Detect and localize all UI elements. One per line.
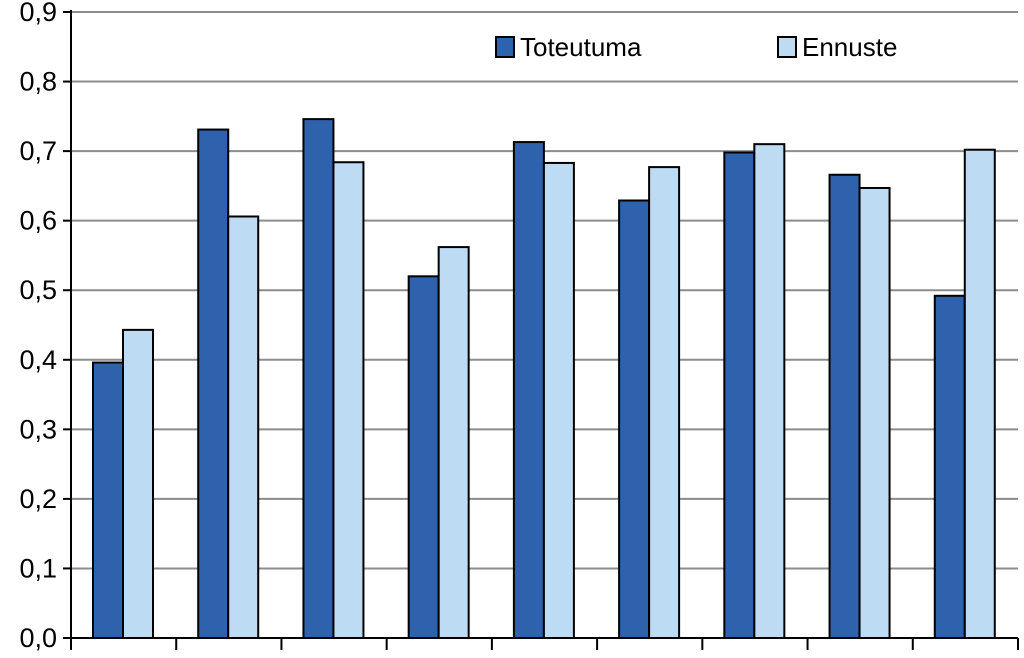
- bar-toteutuma-8: [828, 173, 861, 639]
- bar-ennuste-9: [963, 148, 996, 639]
- y-tick-label: 0,5: [19, 275, 57, 305]
- bar-ennuste-4: [437, 246, 470, 639]
- bar-ennuste-5: [542, 161, 575, 640]
- bar-ennuste-8: [858, 186, 891, 639]
- legend-swatch-toteutuma: [495, 36, 515, 58]
- legend-label-ennuste: Ennuste: [802, 32, 897, 62]
- bar-ennuste-7: [753, 143, 786, 639]
- bar-toteutuma-7: [723, 151, 756, 639]
- y-tick-label: 0,2: [19, 484, 57, 514]
- legend: Toteutuma Ennuste: [495, 32, 897, 62]
- y-tick-labels: 0,0 0,1 0,2 0,3 0,4 0,5 0,6 0,7 0,8 0,9: [19, 0, 57, 653]
- bar-toteutuma-4: [407, 275, 440, 639]
- y-tick-label: 0,3: [19, 414, 57, 444]
- bar-toteutuma-5: [512, 141, 545, 640]
- bar-ennuste-2: [227, 215, 260, 639]
- bar-ennuste-6: [648, 166, 681, 639]
- y-tick-label: 0,9: [19, 0, 57, 27]
- bar-toteutuma-6: [618, 199, 651, 640]
- legend-swatch-ennuste: [777, 36, 797, 58]
- axes: [63, 10, 1019, 650]
- bar-toteutuma-3: [302, 118, 335, 640]
- bar-toteutuma-2: [197, 128, 230, 639]
- bars: [92, 118, 996, 640]
- y-tick-label: 0,0: [19, 623, 57, 653]
- y-tick-label: 0,4: [19, 345, 57, 375]
- y-tick-label: 0,1: [19, 553, 57, 583]
- y-tick-label: 0,7: [19, 136, 57, 166]
- bar-toteutuma-9: [933, 294, 966, 639]
- y-tick-label: 0,8: [19, 67, 57, 97]
- bar-toteutuma-1: [92, 361, 124, 639]
- bar-ennuste-1: [122, 328, 154, 639]
- y-tick-label: 0,6: [19, 206, 57, 236]
- legend-label-toteutuma: Toteutuma: [520, 32, 642, 62]
- bar-ennuste-3: [332, 161, 365, 640]
